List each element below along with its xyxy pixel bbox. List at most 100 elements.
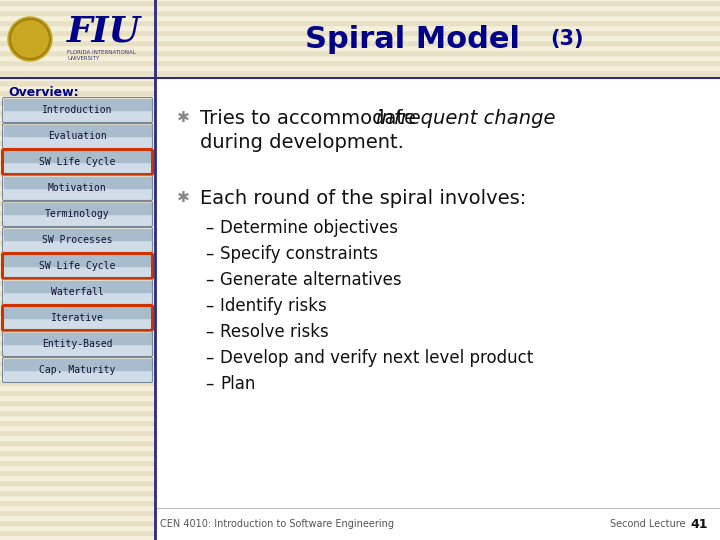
Bar xyxy=(4,125,151,136)
Bar xyxy=(0,215,720,220)
Bar xyxy=(0,460,720,465)
Bar xyxy=(0,135,720,140)
Bar xyxy=(0,375,720,380)
Bar xyxy=(0,480,720,485)
Bar xyxy=(0,275,720,280)
Bar xyxy=(0,110,720,115)
Bar xyxy=(0,205,720,210)
Bar xyxy=(0,450,720,455)
Bar xyxy=(4,318,151,329)
Text: during development.: during development. xyxy=(200,132,404,152)
Text: Evaluation: Evaluation xyxy=(48,131,107,141)
Bar xyxy=(0,90,720,95)
Text: Motivation: Motivation xyxy=(48,183,107,193)
Bar xyxy=(0,340,720,345)
Text: Second Lecture: Second Lecture xyxy=(610,519,685,529)
Bar xyxy=(0,140,720,145)
Bar xyxy=(0,210,720,215)
Circle shape xyxy=(8,17,52,61)
Text: Tries to accommodate: Tries to accommodate xyxy=(200,109,422,127)
Bar xyxy=(155,78,720,508)
Text: Entity-Based: Entity-Based xyxy=(42,339,113,349)
Bar xyxy=(0,165,720,170)
Bar xyxy=(0,535,720,540)
Bar xyxy=(0,415,720,420)
Text: –: – xyxy=(205,297,213,315)
Text: –: – xyxy=(205,375,213,393)
Bar xyxy=(0,180,720,185)
Bar xyxy=(4,281,151,292)
Bar xyxy=(4,292,151,303)
Bar xyxy=(0,10,720,15)
Bar xyxy=(4,162,151,173)
Bar xyxy=(4,266,151,277)
Bar xyxy=(0,115,720,120)
Bar xyxy=(4,188,151,199)
Bar xyxy=(0,20,720,25)
Bar xyxy=(4,136,151,147)
Bar xyxy=(0,190,720,195)
Bar xyxy=(4,240,151,251)
Bar xyxy=(0,350,720,355)
Bar xyxy=(0,5,720,10)
Bar xyxy=(0,510,720,515)
Bar xyxy=(0,155,720,160)
Bar xyxy=(4,229,151,240)
Bar xyxy=(0,320,720,325)
Bar xyxy=(4,110,151,121)
Bar xyxy=(0,475,720,480)
Text: –: – xyxy=(205,245,213,263)
Bar xyxy=(0,0,720,5)
Text: Identify risks: Identify risks xyxy=(220,297,327,315)
Text: 41: 41 xyxy=(690,517,708,530)
Bar xyxy=(0,80,720,85)
Bar xyxy=(0,530,720,535)
Bar xyxy=(0,150,720,155)
Text: Each round of the spiral involves:: Each round of the spiral involves: xyxy=(200,188,526,207)
Bar xyxy=(0,85,720,90)
Bar xyxy=(0,120,720,125)
Text: SW Life Cycle: SW Life Cycle xyxy=(40,157,116,167)
Bar xyxy=(0,235,720,240)
Bar xyxy=(0,300,720,305)
Bar xyxy=(0,355,720,360)
Bar xyxy=(0,335,720,340)
Bar xyxy=(0,420,720,425)
Bar xyxy=(0,425,720,430)
Bar xyxy=(0,105,720,110)
Bar xyxy=(0,525,720,530)
Bar xyxy=(0,380,720,385)
Bar xyxy=(0,520,720,525)
Bar xyxy=(0,490,720,495)
Bar xyxy=(0,160,720,165)
Text: FIU: FIU xyxy=(67,14,141,48)
Text: –: – xyxy=(205,271,213,289)
Bar xyxy=(0,325,720,330)
Bar xyxy=(4,359,151,370)
Bar xyxy=(0,400,720,405)
Text: –: – xyxy=(205,219,213,237)
Bar xyxy=(0,270,720,275)
Bar xyxy=(0,250,720,255)
Text: ✱: ✱ xyxy=(177,191,190,206)
Bar xyxy=(4,203,151,214)
Bar xyxy=(4,370,151,381)
Bar xyxy=(0,260,720,265)
Bar xyxy=(0,500,720,505)
Bar xyxy=(0,265,720,270)
Text: UNIVERSITY: UNIVERSITY xyxy=(67,57,99,62)
Bar xyxy=(0,495,720,500)
Bar xyxy=(0,345,720,350)
Bar xyxy=(0,170,720,175)
Bar xyxy=(0,45,720,50)
Bar xyxy=(4,151,151,162)
Bar xyxy=(0,330,720,335)
Bar xyxy=(0,365,720,370)
Bar xyxy=(0,305,720,310)
Text: SW Processes: SW Processes xyxy=(42,235,113,245)
Bar xyxy=(0,285,720,290)
Bar xyxy=(0,95,720,100)
Text: Determine objectives: Determine objectives xyxy=(220,219,398,237)
Bar xyxy=(0,445,720,450)
Bar xyxy=(0,30,720,35)
